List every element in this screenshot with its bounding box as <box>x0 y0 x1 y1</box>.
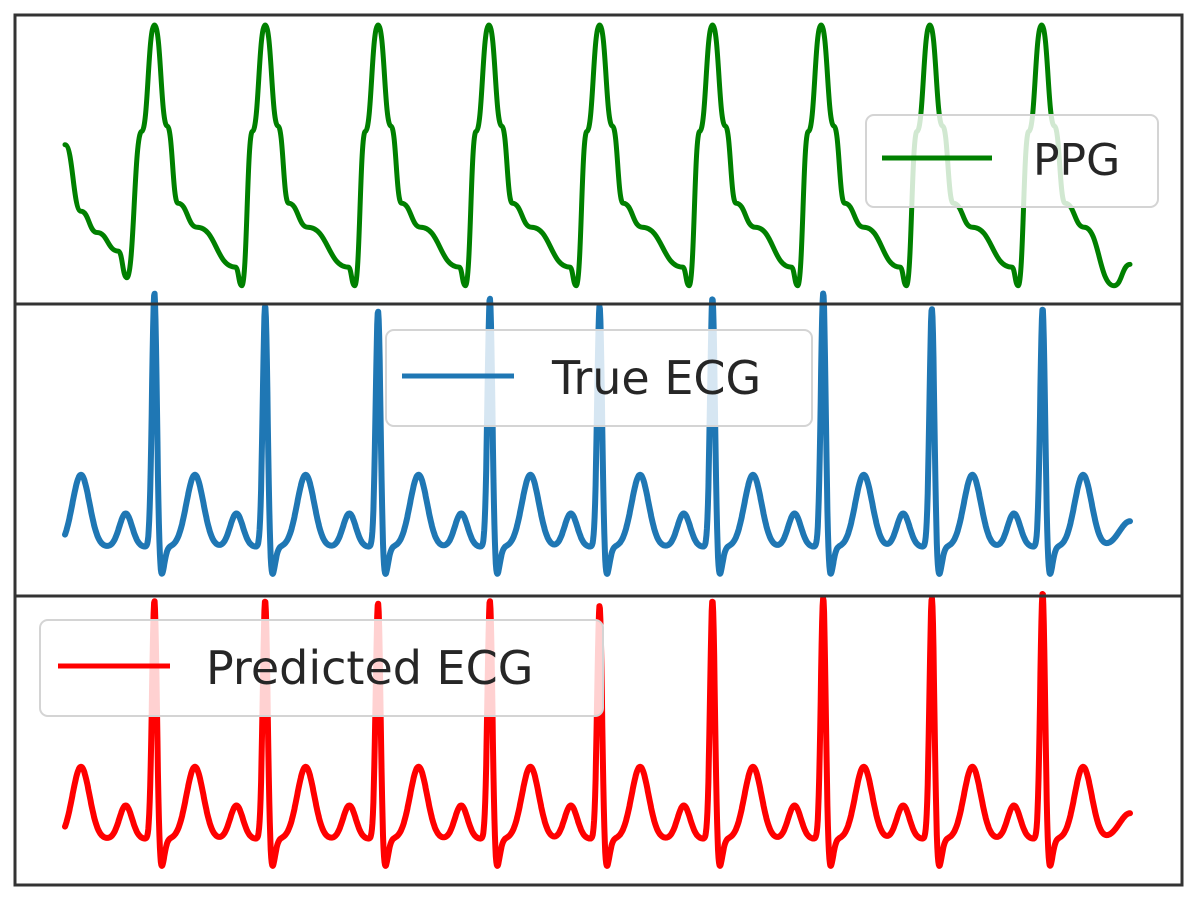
true-ecg-legend: True ECG <box>385 329 813 427</box>
legend-label-true-ecg: True ECG <box>551 351 761 405</box>
legend-label-predicted-ecg: Predicted ECG <box>206 641 533 695</box>
panel-ppg: PPG <box>13 13 1184 306</box>
legend-box <box>39 619 604 717</box>
legend-box <box>865 114 1159 208</box>
legend-box <box>385 329 813 427</box>
predicted-ecg-axes-frame <box>13 594 1184 887</box>
legend-label-ppg: PPG <box>1033 135 1120 186</box>
panel-predicted-ecg: Predicted ECG <box>13 591 1184 887</box>
predicted-ecg-legend: Predicted ECG <box>39 619 604 717</box>
ppg-line <box>62 22 1133 289</box>
panel-true-ecg: True ECG <box>13 290 1184 598</box>
ppg-legend: PPG <box>865 114 1159 208</box>
